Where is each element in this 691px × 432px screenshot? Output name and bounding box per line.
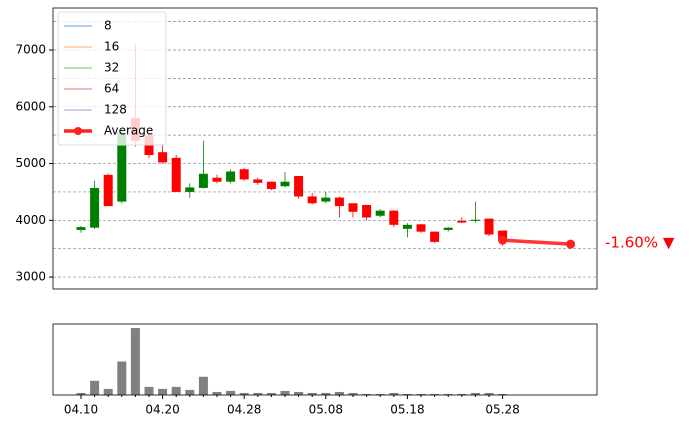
legend-label: 8 (104, 19, 112, 33)
volume-bar (117, 361, 127, 395)
volume-bar (348, 392, 358, 395)
volume-bar (76, 392, 86, 395)
volume-bar (307, 392, 317, 395)
volume-bar (443, 393, 453, 395)
legend-label: 32 (104, 61, 119, 75)
average-line (502, 238, 571, 246)
candle-body (307, 196, 317, 204)
candle-body (198, 173, 208, 188)
candle-body (185, 187, 195, 192)
candle-body (158, 152, 168, 163)
candle-body (348, 203, 358, 212)
volume-bar (226, 390, 236, 395)
volume-bar (158, 388, 168, 395)
volume-bar (103, 388, 113, 395)
candle-body (402, 224, 412, 229)
average-point (566, 239, 576, 249)
x-tick-label: 05.08 (309, 403, 343, 417)
candle-body (212, 177, 222, 182)
volume-bar (484, 392, 494, 395)
y-tick-label: 4000 (15, 213, 46, 227)
volume-bar (90, 380, 100, 395)
x-tick-label: 04.28 (227, 403, 261, 417)
candle-body (253, 179, 263, 183)
volume-bar (144, 386, 154, 395)
candle-body (470, 219, 480, 221)
volume-bar (253, 392, 263, 395)
y-tick-label: 3000 (15, 270, 46, 284)
average-point (498, 235, 508, 245)
candle-body (76, 227, 86, 230)
candle-body (375, 210, 385, 216)
candle-body (443, 227, 453, 230)
candle-body (362, 204, 372, 218)
x-tick-label: 04.20 (145, 403, 179, 417)
candle-body (103, 174, 113, 207)
candle-body (430, 231, 440, 242)
candle-body (416, 224, 426, 232)
volume-bar (457, 393, 467, 395)
candle-body (334, 197, 344, 207)
legend-label: 128 (104, 103, 127, 117)
volume-bar (266, 392, 276, 395)
volume-bar (171, 386, 181, 395)
volume-bar (280, 390, 290, 395)
volume-bar (185, 389, 195, 395)
y-tick-label: 5000 (15, 156, 46, 170)
plot-frame (52, 7, 598, 290)
y-tick-label: 6000 (15, 99, 46, 113)
candle-body (294, 176, 304, 197)
legend-box (57, 11, 167, 146)
volume-bar (362, 393, 372, 395)
candle-body (484, 218, 494, 235)
candle-body (226, 171, 236, 182)
candle-body (266, 181, 276, 190)
volume-bar (294, 391, 304, 395)
volume-bar (198, 376, 208, 395)
candle-body (389, 210, 399, 225)
candle-body (117, 132, 127, 202)
volume-frame (52, 323, 598, 396)
volume-bar (334, 391, 344, 395)
x-tick-label: 05.28 (485, 403, 519, 417)
legend-label: Average (104, 124, 153, 138)
candle-body (457, 220, 467, 223)
volume-bar (430, 393, 440, 395)
volume-bar (321, 392, 331, 395)
candle-body (280, 181, 290, 187)
annotation: -1.60% ▼ (605, 234, 675, 252)
legend-label: 64 (104, 82, 119, 96)
x-tick-label: 04.10 (64, 403, 98, 417)
volume-bar (498, 393, 508, 395)
volume-bar (402, 393, 412, 395)
legend-label: 16 (104, 40, 119, 54)
volume-bar (389, 392, 399, 395)
candle-body (171, 157, 181, 192)
legend: 8 16 32 64 128 Average (57, 11, 167, 146)
volume-bar (239, 392, 249, 395)
volume-bar (416, 393, 426, 395)
candle-body (90, 187, 100, 228)
candle-body (498, 230, 508, 241)
y-tick-label: 7000 (15, 43, 46, 57)
volume-bar (130, 328, 140, 395)
volume-bar (470, 392, 480, 395)
candle-body (321, 197, 331, 202)
candle-body (239, 169, 249, 180)
legend-marker (74, 127, 82, 135)
volume-bar (212, 391, 222, 395)
volume-bar (375, 393, 385, 395)
x-tick-label: 05.18 (390, 403, 424, 417)
